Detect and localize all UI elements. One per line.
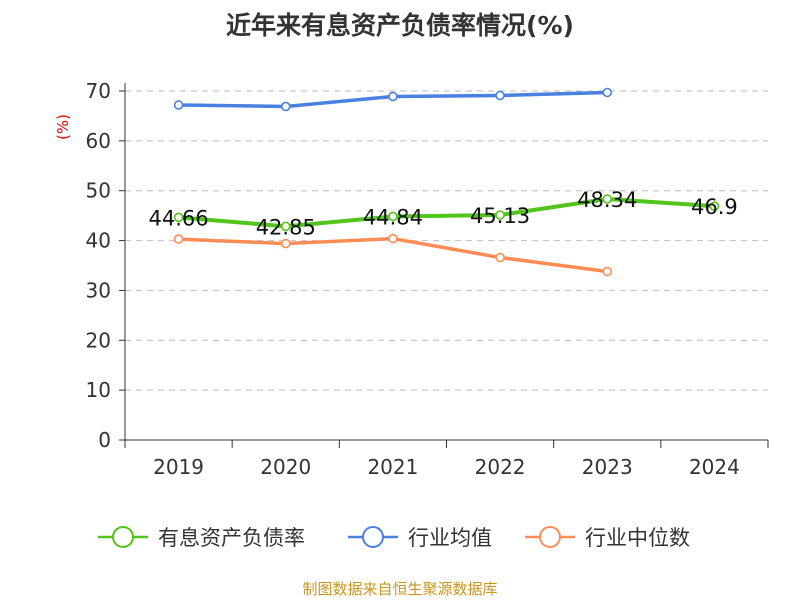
data-point (495, 210, 505, 220)
x-tick-label: 2024 (689, 455, 740, 479)
y-tick-label: 50 (86, 179, 111, 203)
y-tick-label: 60 (86, 129, 111, 153)
y-tick-label: 0 (98, 428, 111, 452)
y-tick-label: 10 (86, 378, 111, 402)
legend-marker (112, 526, 134, 548)
data-point (602, 194, 613, 204)
x-tick-label: 2019 (153, 455, 204, 479)
data-point (388, 233, 398, 244)
data-point (602, 266, 613, 277)
data-point (173, 212, 184, 223)
data-point (495, 252, 505, 263)
data-label: 44.66 (149, 206, 209, 230)
data-point (495, 90, 505, 101)
legend-marker (362, 526, 384, 548)
data-label: 45.13 (470, 204, 530, 228)
chart-title: 近年来有息资产负债率情况(%) (226, 11, 574, 40)
data-point (388, 211, 398, 222)
y-tick-label: 40 (86, 229, 111, 253)
data-point (388, 91, 398, 102)
series-line (178, 196, 715, 229)
x-tick-label: 2022 (475, 455, 526, 479)
data-point (173, 100, 184, 110)
legend-label: 行业中位数 (585, 526, 690, 550)
legend-label: 行业均值 (408, 526, 492, 550)
data-point (602, 87, 613, 98)
y-tick-label: 20 (86, 328, 111, 352)
legend-label: 有息资产负债率 (158, 526, 305, 550)
y-tick-label: 30 (86, 278, 111, 302)
y-axis-label: (%) (54, 114, 72, 140)
data-point (280, 238, 291, 249)
series-line (178, 236, 608, 274)
data-label: 44.84 (363, 205, 423, 229)
data-point (280, 221, 291, 232)
y-tick-label: 70 (86, 79, 111, 103)
data-label: 42.85 (256, 215, 316, 239)
data-point (709, 201, 720, 211)
data-label: 46.9 (691, 195, 738, 219)
x-tick-label: 2023 (582, 455, 633, 479)
legend-marker (539, 526, 561, 548)
x-tick-label: 2021 (367, 455, 418, 479)
data-label: 48.34 (577, 188, 637, 212)
x-tick-label: 2020 (260, 455, 311, 479)
data-point (280, 101, 291, 112)
data-point (173, 234, 184, 244)
source-note: 制图数据来自恒生聚源数据库 (302, 580, 498, 598)
